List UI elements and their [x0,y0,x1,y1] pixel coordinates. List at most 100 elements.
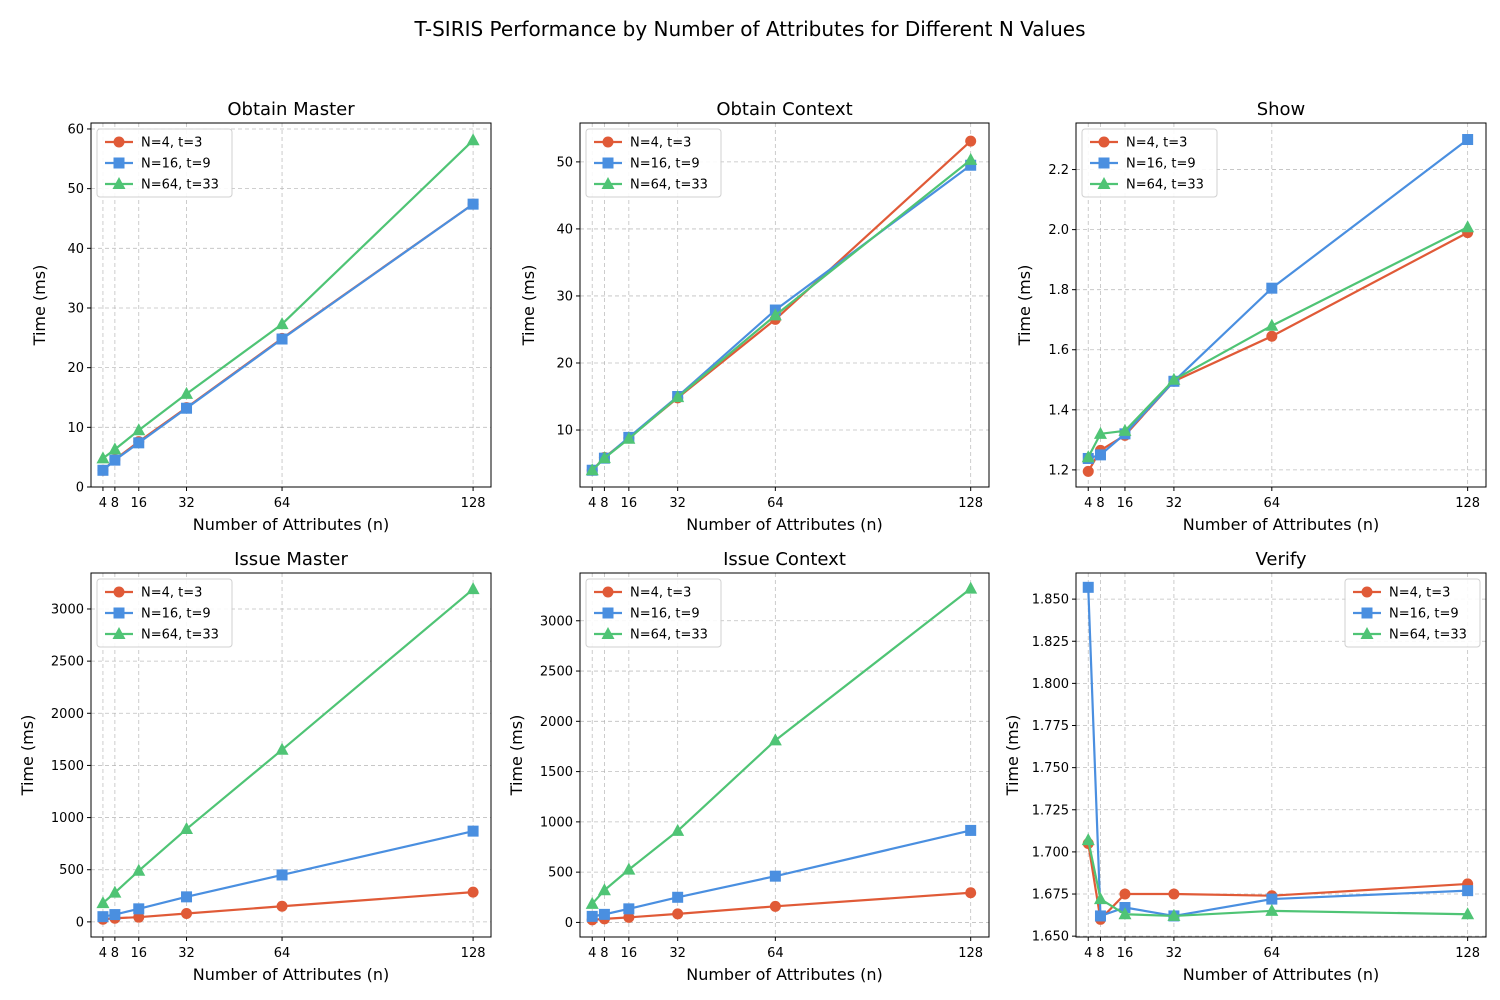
legend-box [96,128,233,198]
data-point [467,825,479,837]
x-tick-label: 32 [178,496,195,511]
legend-marker [112,177,126,189]
x-axis-label: Number of Attributes (n) [1183,515,1380,534]
legend-marker [112,627,126,639]
data-point [964,152,978,165]
x-axis-label: Number of Attributes (n) [193,965,390,984]
data-point [597,451,611,464]
x-tick-label: 8 [1096,496,1104,511]
data-point [769,870,781,882]
data-point [1118,907,1132,920]
data-point [180,822,194,835]
y-tick-label: 40 [556,222,573,237]
subplot-1: 4 8 16 32 64 128 0 10 20 30 40 50 60 Obtain Master Num… [30,99,492,534]
x-tick-label: 32 [1166,496,1183,511]
x-tick-label: 16 [621,496,638,511]
y-tick-label: 0 [76,915,84,930]
x-tick-label: 32 [669,496,686,511]
legend-label: N=64, t=33 [630,178,708,193]
data-point [965,159,977,171]
x-tick-label: 64 [274,496,291,511]
y-tick-label: 1.800 [1032,677,1069,692]
subplot-6: 4 8 16 32 64 128 1.650 1.675 1.700 1.725 1.750 1.77… [1003,549,1487,984]
data-point [1167,372,1181,385]
legend-marker [601,177,615,189]
data-point [1094,910,1106,922]
legend-box [585,578,722,648]
legend-label: N=16, t=9 [630,607,700,622]
series-n-16-t-9 [97,825,479,923]
x-tick-label: 16 [130,496,147,511]
subplot-title: Show [1257,99,1306,120]
legend-label: N=16, t=9 [630,157,700,172]
legend-label: N=4, t=3 [141,586,202,601]
legend-marker [1098,136,1110,148]
y-axis-label: Time (ms) [18,715,37,797]
legend: N=4, t=3 N=16, t=9 N=64, t=33 [1081,128,1218,198]
data-point [97,911,109,923]
data-point [1461,907,1475,920]
x-tick-label: 16 [130,946,147,961]
y-tick-label: 2000 [51,707,84,722]
plot-frame [90,572,492,938]
x-tick-label: 8 [1096,946,1104,961]
data-point [622,431,636,444]
data-point [132,863,146,876]
y-tick-label: 2.2 [1048,163,1069,178]
data-point [965,824,977,836]
figure-title: T-SIRIS Performance by Number of Attribu… [414,17,1086,41]
subplot-title: Obtain Context [716,99,852,120]
data-point [467,886,479,898]
legend-marker [1097,177,1111,189]
data-point [1081,833,1095,846]
plot-frame [1075,572,1487,938]
legend-marker [113,607,125,619]
y-axis-label: Time (ms) [1015,265,1034,347]
y-tick-label: 1000 [540,815,573,830]
series-n-16-t-9 [586,824,977,922]
y-tick-label: 1.775 [1032,719,1069,734]
data-point [466,582,480,595]
data-point [133,903,145,915]
x-tick-label: 128 [1455,496,1480,511]
y-tick-label: 0 [565,916,573,931]
data-point [1266,893,1278,905]
data-point [276,900,288,912]
x-axis-label: Number of Attributes (n) [686,965,883,984]
y-axis-label: Time (ms) [30,265,49,347]
data-point [964,581,978,594]
y-tick-label: 1000 [51,811,84,826]
data-point [1266,330,1278,342]
series-line [1087,587,1468,918]
legend-marker [113,157,125,169]
legend: N=4, t=3 N=16, t=9 N=64, t=33 [585,128,722,198]
data-point [622,862,636,875]
x-tick-label: 128 [461,946,486,961]
plot-frame [90,122,492,488]
legend-marker [602,136,614,148]
y-tick-label: 50 [556,155,573,170]
x-axis-label: Number of Attributes (n) [686,515,883,534]
y-tick-label: 30 [67,301,84,316]
y-tick-label: 1.850 [1032,593,1069,608]
data-point [768,308,782,321]
subplot-title: Verify [1255,549,1306,570]
x-tick-label: 16 [1117,946,1134,961]
legend-box [585,128,722,198]
legend-marker [1361,586,1373,598]
y-tick-label: 2500 [540,665,573,680]
data-point [1119,888,1131,900]
data-point [1093,892,1107,905]
x-tick-label: 64 [767,496,784,511]
data-point [108,885,122,898]
data-point [181,891,193,903]
data-point [598,908,610,920]
legend-marker [602,157,614,169]
data-point [276,333,288,345]
x-tick-label: 128 [1455,946,1480,961]
y-tick-label: 1.6 [1048,343,1069,358]
subplot-5: 4 8 16 32 64 128 0 500 1000 1500 2000 2500 3000 Issue… [507,549,990,984]
x-tick-label: 4 [99,946,107,961]
